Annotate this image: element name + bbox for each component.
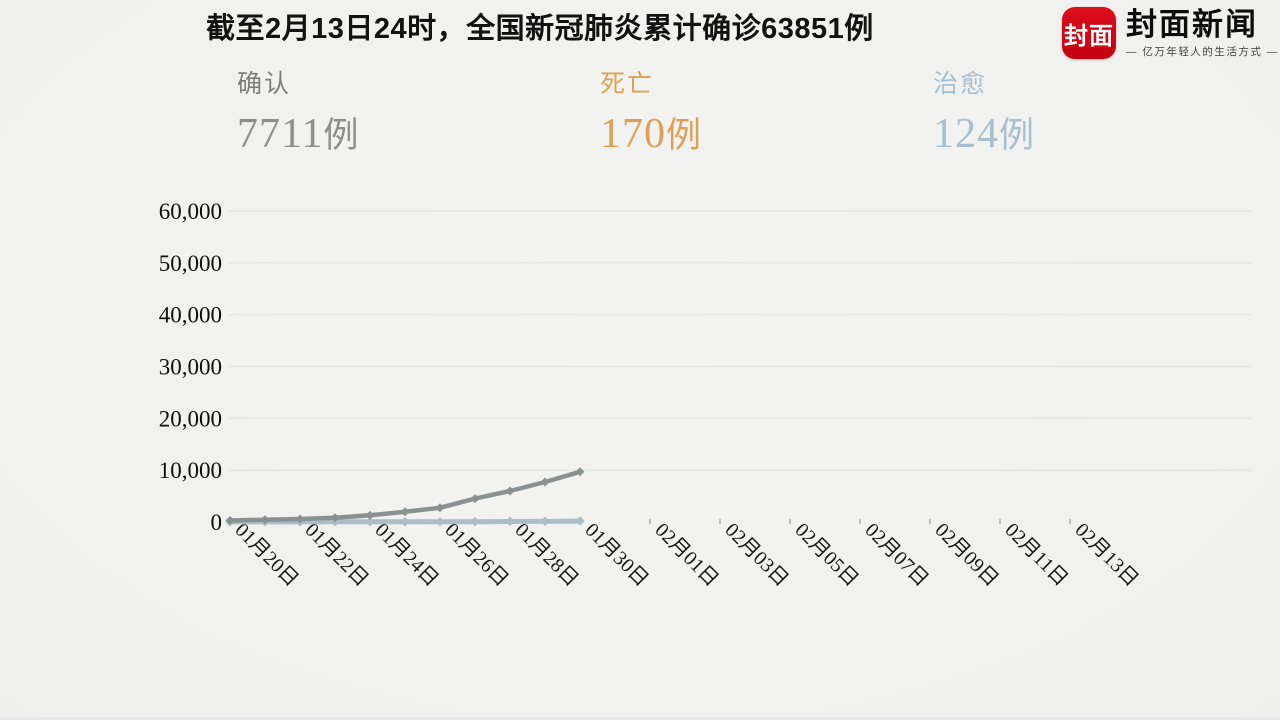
stat-confirmed-label: 确认 [237, 70, 292, 98]
stat-deaths-unit: 例 [666, 116, 702, 155]
stat-cured-number: 124 [933, 111, 999, 157]
data-point-marker [435, 503, 445, 513]
data-point-marker [505, 517, 515, 526]
data-point-marker [365, 510, 375, 520]
data-point-marker [470, 494, 480, 504]
logo-tagline: — 亿万年轻人的生活方式 — [1126, 46, 1279, 58]
data-point-marker [470, 517, 480, 527]
stat-cured-label: 治愈 [933, 70, 988, 98]
data-point-marker [225, 516, 235, 525]
stat-cured-unit: 例 [999, 116, 1035, 155]
data-point-marker [365, 517, 375, 527]
data-point-marker [330, 513, 340, 523]
x-axis-tick-label: 01月20日 [230, 519, 302, 591]
data-point-marker [575, 516, 585, 526]
y-axis-tick-label: 50,000 [159, 251, 222, 276]
data-point-marker [540, 477, 550, 487]
x-axis-tick-label: 01月24日 [370, 519, 442, 591]
stat-cured-value: 124例 [933, 107, 1034, 158]
logo-name: 封面新闻 [1126, 7, 1258, 42]
stat-confirmed-value: 7711例 [237, 107, 358, 158]
data-point-marker [540, 516, 550, 526]
y-axis-tick-label: 20,000 [159, 406, 222, 431]
x-axis-tick-label: 01月26日 [440, 519, 512, 591]
stat-cured: 治愈 124例 [933, 64, 1034, 158]
x-axis-tick-label: 02月07日 [860, 519, 932, 591]
x-axis-tick-label: 01月28日 [510, 519, 582, 591]
x-axis-tick-label: 02月09日 [930, 519, 1002, 591]
data-point-marker [260, 515, 270, 525]
data-point-marker [400, 507, 410, 517]
y-axis-tick-label: 40,000 [159, 303, 222, 328]
x-axis-tick-label: 02月05日 [790, 519, 862, 591]
data-point-marker [400, 517, 410, 527]
y-axis-tick-label: 60,000 [159, 199, 222, 224]
data-point-marker [295, 514, 305, 524]
stat-confirmed-unit: 例 [323, 116, 359, 155]
page-title: 截至2月13日24时，全国新冠肺炎累计确诊63851例 [206, 13, 874, 45]
bottom-edge-strip [0, 717, 1280, 720]
y-axis-tick-label: 10,000 [159, 458, 222, 483]
stat-deaths-label: 死亡 [600, 70, 655, 98]
data-point-marker [505, 486, 515, 496]
cover-news-app-icon: 封面 [1062, 7, 1116, 59]
x-axis-tick-label: 02月01日 [650, 519, 722, 591]
stat-confirmed-number: 7711 [237, 111, 324, 157]
x-axis-tick-label: 01月30日 [580, 519, 652, 591]
stat-deaths-value: 170例 [600, 107, 701, 158]
data-point-marker [435, 517, 445, 527]
stat-deaths: 死亡 170例 [600, 64, 701, 158]
data-point-marker [575, 467, 585, 477]
cover-news-logo: 封面 封面新闻 — 亿万年轻人的生活方式 — [1062, 7, 1279, 59]
y-axis-tick-label: 30,000 [159, 355, 222, 380]
x-axis-tick-label: 02月03日 [720, 519, 792, 591]
stat-confirmed: 确认 7711例 [237, 64, 358, 158]
x-axis-tick-label: 02月11日 [1000, 519, 1072, 591]
stat-deaths-number: 170 [600, 111, 666, 157]
y-axis-tick-label: 0 [211, 510, 223, 535]
x-axis-tick-label: 01月22日 [300, 519, 372, 591]
logo-text-block: 封面新闻 — 亿万年轻人的生活方式 — [1126, 7, 1279, 59]
x-axis-tick-label: 02月13日 [1070, 519, 1142, 591]
